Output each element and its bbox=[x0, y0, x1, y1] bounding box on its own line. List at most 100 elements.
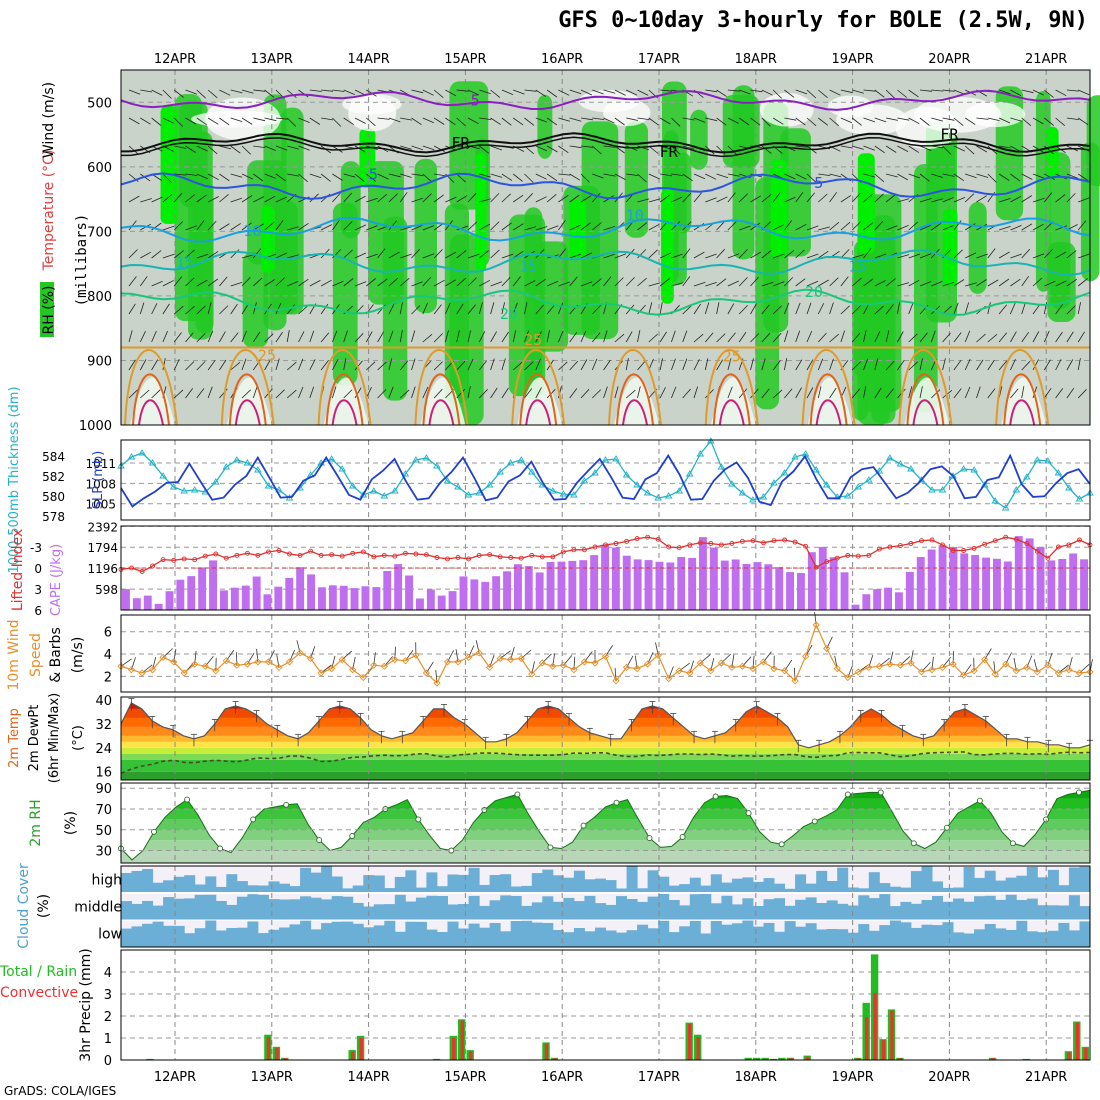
cloud-cell bbox=[373, 875, 385, 893]
lifted-index-point bbox=[1003, 534, 1009, 540]
cloud-cell bbox=[521, 885, 533, 893]
cape-bar bbox=[481, 581, 490, 610]
cloud-cell bbox=[268, 899, 280, 920]
wind-barb bbox=[128, 89, 141, 95]
wind-speed-point bbox=[1075, 669, 1084, 677]
wind-barb bbox=[320, 303, 329, 315]
wind-barb bbox=[275, 302, 282, 315]
wind-barb bbox=[388, 330, 394, 343]
wind-barb bbox=[298, 173, 308, 183]
wind-barb bbox=[908, 117, 920, 125]
wind-barb bbox=[332, 280, 344, 287]
wind-barb bbox=[1021, 173, 1033, 180]
thickness-point bbox=[275, 486, 283, 493]
cape-bar bbox=[688, 558, 697, 610]
wind-barb bbox=[953, 173, 965, 182]
rh-frame bbox=[120, 782, 1091, 864]
cape-frame bbox=[120, 525, 1091, 611]
wind-speed-point bbox=[317, 669, 325, 677]
lifted-index-point bbox=[539, 554, 545, 560]
wind-barb bbox=[445, 330, 449, 343]
wind-speed-point bbox=[328, 664, 336, 673]
wind-barb bbox=[852, 254, 864, 259]
wind-barb bbox=[230, 117, 243, 122]
wind-barb bbox=[671, 196, 683, 203]
wind-barb bbox=[705, 253, 717, 259]
wind-speed-point bbox=[454, 658, 462, 666]
cloud-cell bbox=[626, 899, 638, 920]
wind-barb bbox=[840, 117, 853, 124]
wind-barb bbox=[173, 192, 183, 203]
wind-barb bbox=[806, 253, 819, 259]
cape-bar bbox=[1069, 553, 1078, 610]
wind-barb bbox=[716, 359, 724, 371]
thickness-line bbox=[120, 439, 1091, 509]
cloud-cell bbox=[658, 876, 670, 893]
wind-barb bbox=[219, 193, 229, 203]
wind-barb bbox=[603, 359, 611, 371]
wind-barb bbox=[863, 193, 873, 203]
wind-barb bbox=[512, 361, 523, 371]
lifted-index-point bbox=[876, 546, 882, 552]
thickness-point bbox=[464, 491, 473, 498]
wind-barb bbox=[287, 173, 300, 177]
wind-barb bbox=[456, 277, 467, 287]
date-label-bottom: 16APR bbox=[541, 1070, 583, 1085]
wind-barb bbox=[264, 117, 277, 122]
wind-barb bbox=[366, 225, 378, 231]
wind-barb bbox=[851, 332, 861, 343]
lifted-index-point bbox=[476, 552, 482, 558]
wind-barb bbox=[546, 89, 558, 98]
wind-barb bbox=[321, 89, 334, 92]
cape-bar bbox=[895, 592, 903, 610]
cloud-cell bbox=[921, 924, 933, 947]
cloud-cell bbox=[742, 877, 754, 893]
wind-barb bbox=[151, 303, 158, 315]
temp-frame bbox=[120, 696, 1091, 781]
date-label-top: 21APR bbox=[1025, 52, 1067, 67]
wind-barb bbox=[705, 117, 718, 122]
wind-barb bbox=[456, 173, 466, 183]
cloud-cell bbox=[521, 905, 533, 920]
wind-barb bbox=[671, 282, 684, 287]
wind-barb bbox=[885, 89, 895, 99]
wind-barb bbox=[908, 89, 919, 98]
cloud-cell bbox=[974, 896, 986, 920]
wind-barb bbox=[784, 277, 794, 287]
wind-barb bbox=[648, 117, 659, 126]
wind-barb bbox=[287, 281, 299, 287]
wind-barb bbox=[919, 358, 923, 371]
wind-barb bbox=[919, 198, 932, 203]
wind-barb bbox=[1032, 331, 1040, 343]
wind-barb-10m bbox=[236, 652, 238, 666]
temp-tick-label: 40 bbox=[95, 694, 112, 709]
wind-barb bbox=[806, 359, 814, 371]
cloud-cell bbox=[932, 896, 943, 920]
date-label-top: 16APR bbox=[541, 52, 583, 67]
wind-barb bbox=[320, 173, 331, 182]
cape-bar bbox=[601, 544, 609, 610]
cape-bar bbox=[851, 604, 860, 610]
cloud-cell bbox=[342, 896, 354, 920]
lifted-index-point bbox=[603, 542, 608, 548]
wind-barb bbox=[546, 173, 558, 182]
precip-convective-bar bbox=[873, 992, 877, 1060]
wind-barb bbox=[524, 226, 537, 231]
cape-bar bbox=[590, 555, 599, 610]
temp-axis-label-b: 2m DewPt bbox=[27, 705, 42, 772]
contour-label: 25 bbox=[258, 346, 276, 364]
temp-axis-label-c: (6hr Min/Max) bbox=[47, 693, 62, 783]
cloud-cell bbox=[331, 896, 343, 920]
wind-barb bbox=[343, 173, 356, 178]
wind-barb bbox=[524, 89, 537, 92]
lifted-index-point bbox=[708, 541, 714, 546]
wind-barb bbox=[1066, 387, 1075, 399]
wind-speed-point bbox=[422, 669, 431, 677]
wind-speed-point bbox=[496, 654, 504, 663]
lifted-index-point bbox=[824, 559, 830, 565]
wind-barb bbox=[863, 173, 876, 178]
cloud-cell bbox=[837, 867, 849, 893]
wind-barb bbox=[196, 388, 205, 399]
wind-barb bbox=[750, 89, 763, 93]
cloud-cell bbox=[1026, 866, 1038, 893]
